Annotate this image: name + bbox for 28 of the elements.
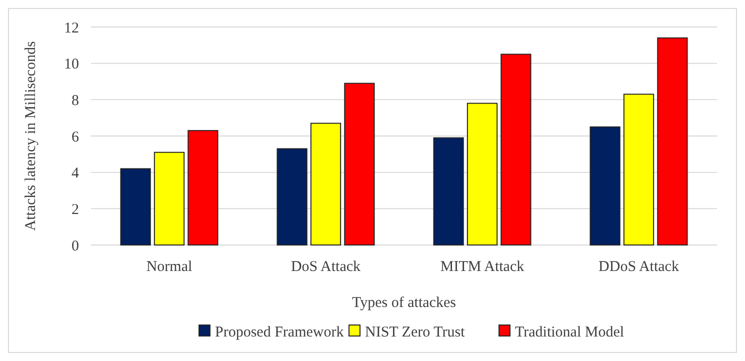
- bar: [500, 54, 532, 246]
- x-tick-label: MITM Attack: [440, 259, 525, 275]
- y-axis-title: Attacks latency in Milliseconds: [23, 41, 39, 231]
- x-tick-label: Normal: [146, 259, 192, 275]
- x-tick-label: DDoS Attack: [598, 259, 680, 275]
- bar: [188, 130, 218, 246]
- bar: [120, 168, 151, 246]
- legend-label: NIST Zero Trust: [365, 324, 466, 340]
- x-tick-label: DoS Attack: [290, 259, 362, 275]
- bar: [344, 82, 375, 246]
- legend-label: Proposed Framework: [215, 324, 344, 340]
- y-tick-label: 2: [72, 202, 79, 218]
- x-axis-title: Types of attackes: [352, 295, 456, 311]
- bar: [657, 37, 688, 246]
- bar: [466, 102, 498, 246]
- y-tick-label: 12: [64, 20, 79, 36]
- bar: [154, 152, 185, 246]
- y-tick-label: 0: [72, 238, 79, 254]
- y-tick-label: 4: [72, 166, 80, 182]
- bar: [276, 148, 308, 246]
- y-tick-label: 6: [72, 129, 80, 146]
- bar: [433, 137, 464, 246]
- bar: [310, 122, 342, 246]
- y-tick-label: 8: [72, 92, 79, 109]
- legend-label: Traditional Model: [515, 324, 624, 340]
- bar: [590, 126, 620, 246]
- bar: [623, 94, 654, 246]
- y-tick-label: 10: [64, 56, 79, 73]
